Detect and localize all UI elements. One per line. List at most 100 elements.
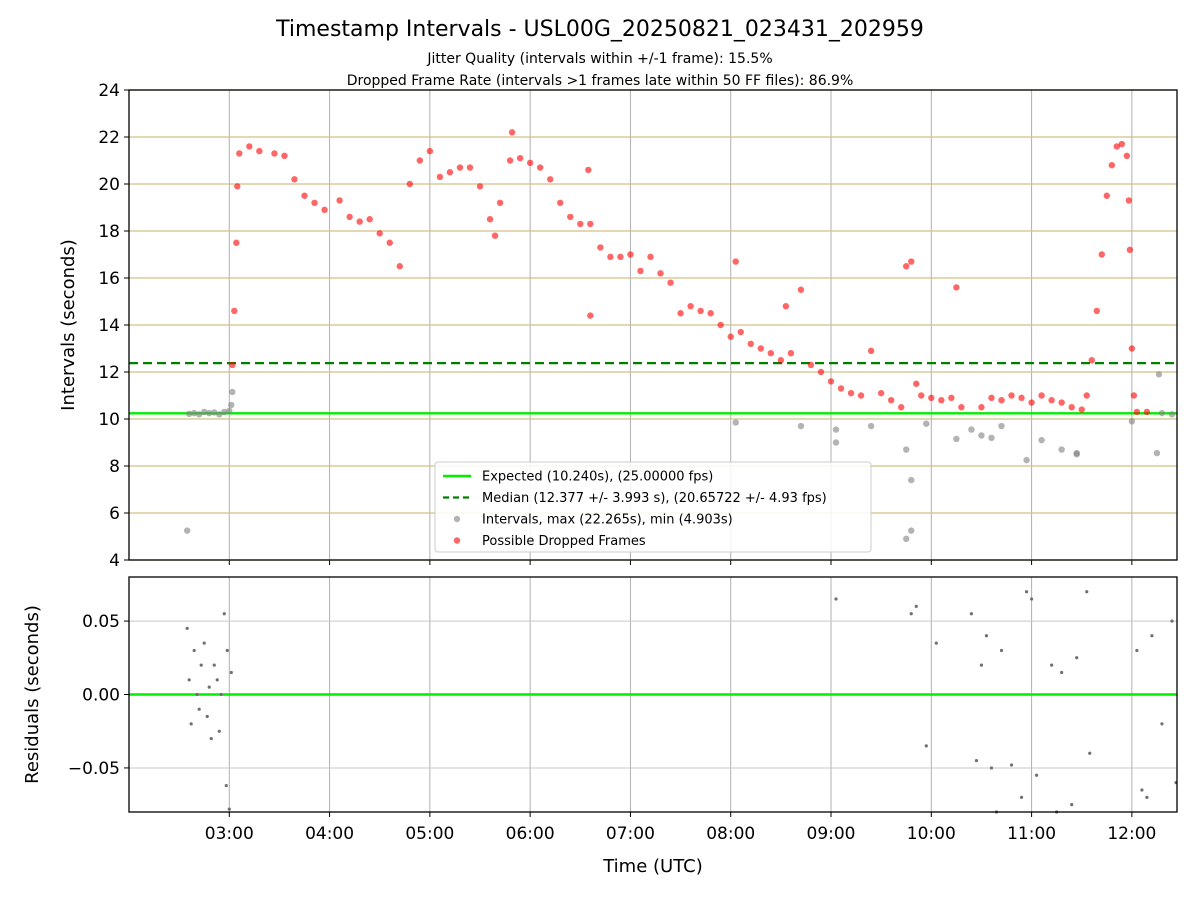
dropped-frame-point — [1125, 197, 1133, 204]
residual-point — [225, 648, 229, 653]
dropped-frame-point — [311, 199, 318, 206]
interval-point — [211, 409, 218, 416]
dropped-frame-point — [777, 357, 785, 364]
dropped-frame-point — [366, 216, 373, 223]
dropped-frame-point — [585, 166, 592, 174]
interval-point — [1168, 411, 1176, 418]
interval-point — [1038, 436, 1045, 444]
interval-point — [903, 535, 910, 543]
residual-point — [205, 714, 209, 719]
dropped-frame-point — [877, 389, 885, 397]
legend-intervals-swatch — [453, 515, 461, 523]
interval-point — [228, 401, 235, 409]
interval-point — [832, 439, 840, 446]
intervals-y-tick-label: 22 — [98, 128, 120, 148]
residual-point — [1019, 795, 1024, 799]
intervals-y-tick-label: 14 — [98, 316, 120, 336]
interval-point — [226, 407, 233, 414]
residual-point — [1024, 590, 1029, 594]
dropped-frame-point — [516, 154, 524, 162]
residual-point — [984, 634, 989, 638]
intervals-points — [183, 129, 1176, 543]
intervals-y-tick-label: 10 — [98, 410, 120, 430]
dropped-frame-point — [867, 347, 875, 355]
residual-point — [1085, 590, 1089, 594]
residual-point — [914, 604, 918, 608]
interval-point — [221, 408, 228, 416]
residual-point — [202, 641, 206, 645]
residual-point — [1170, 619, 1174, 623]
dropped-frame-point — [256, 147, 263, 155]
dropped-frame-point — [817, 368, 825, 376]
dropped-frame-point — [406, 180, 414, 188]
interval-point — [797, 422, 805, 430]
dropped-frame-point — [476, 183, 484, 190]
residual-point — [189, 722, 193, 726]
residual-point — [209, 736, 213, 741]
residual-point — [1150, 634, 1154, 638]
dropped-frame-point — [1058, 399, 1065, 406]
residual-point — [219, 692, 223, 697]
interval-point — [732, 419, 739, 426]
interval-point — [1073, 449, 1080, 457]
dropped-frame-point — [657, 270, 664, 277]
residual-point — [222, 612, 226, 616]
residual-point — [229, 670, 233, 675]
legend: Expected (10.240s), (25.00000 fps) Median… — [434, 461, 872, 553]
residual-point — [199, 663, 203, 667]
residual-point — [215, 678, 219, 682]
interval-point — [190, 409, 198, 417]
time-x-tick-label: 12:00 — [1107, 824, 1156, 844]
dropped-frame-point — [782, 303, 790, 310]
residuals-y-tick-label: −0.05 — [68, 759, 120, 779]
dropped-frame-point — [958, 404, 965, 411]
intervals-y-tick-label: 8 — [109, 457, 120, 477]
dropped-frame-point — [1128, 345, 1136, 352]
residual-point — [1070, 803, 1074, 807]
dropped-frame-point — [491, 232, 499, 239]
dropped-frame-point — [1018, 394, 1025, 402]
interval-point — [1155, 371, 1163, 378]
residual-point — [212, 663, 216, 667]
legend-items: Expected (10.240s), (25.00000 fps) Median… — [443, 470, 827, 549]
legend-box — [434, 461, 872, 553]
interval-point — [903, 446, 910, 453]
residual-point — [969, 612, 974, 616]
dropped-frame-point — [607, 253, 614, 261]
dropped-frame-point — [1078, 406, 1085, 413]
dropped-frame-point — [948, 394, 955, 402]
dropped-frame-point — [356, 218, 363, 225]
interval-point — [1023, 456, 1030, 464]
residual-point — [217, 729, 221, 733]
interval-point — [201, 408, 208, 416]
residual-point — [1034, 773, 1039, 777]
dropped-frame-point — [617, 253, 624, 261]
dropped-frame-point — [486, 216, 494, 223]
residuals-y-tick-label: 0.00 — [82, 686, 120, 706]
dropped-frame-point — [246, 143, 253, 150]
interval-point — [216, 411, 223, 418]
intervals-y-tick-label: 6 — [109, 504, 120, 524]
dropped-frame-point — [557, 199, 564, 206]
dropped-frame-point — [1130, 392, 1138, 399]
residual-point — [834, 597, 838, 601]
interval-point — [185, 410, 193, 418]
dropped-frame-point — [767, 350, 775, 357]
time-x-tick-label: 07:00 — [606, 824, 655, 844]
interval-point — [1153, 449, 1161, 457]
intervals-y-tick-label: 20 — [98, 175, 120, 195]
dropped-frame-point — [717, 321, 724, 329]
time-x-tick-label: 09:00 — [807, 824, 856, 844]
dropped-frame-point — [236, 150, 243, 157]
dropped-frame-point — [898, 404, 905, 411]
interval-point — [196, 411, 203, 418]
dropped-frame-point — [466, 164, 474, 171]
dropped-frame-point — [988, 394, 995, 402]
dropped-frame-point — [908, 258, 915, 265]
time-x-tick-label: 05:00 — [405, 824, 454, 844]
residual-point — [1088, 751, 1092, 755]
dropped-frame-point — [998, 397, 1005, 404]
legend-label: Expected (10.240s), (25.00000 fps) — [482, 470, 713, 485]
dropped-frame-point — [597, 244, 604, 251]
dropped-frame-point — [291, 176, 298, 183]
